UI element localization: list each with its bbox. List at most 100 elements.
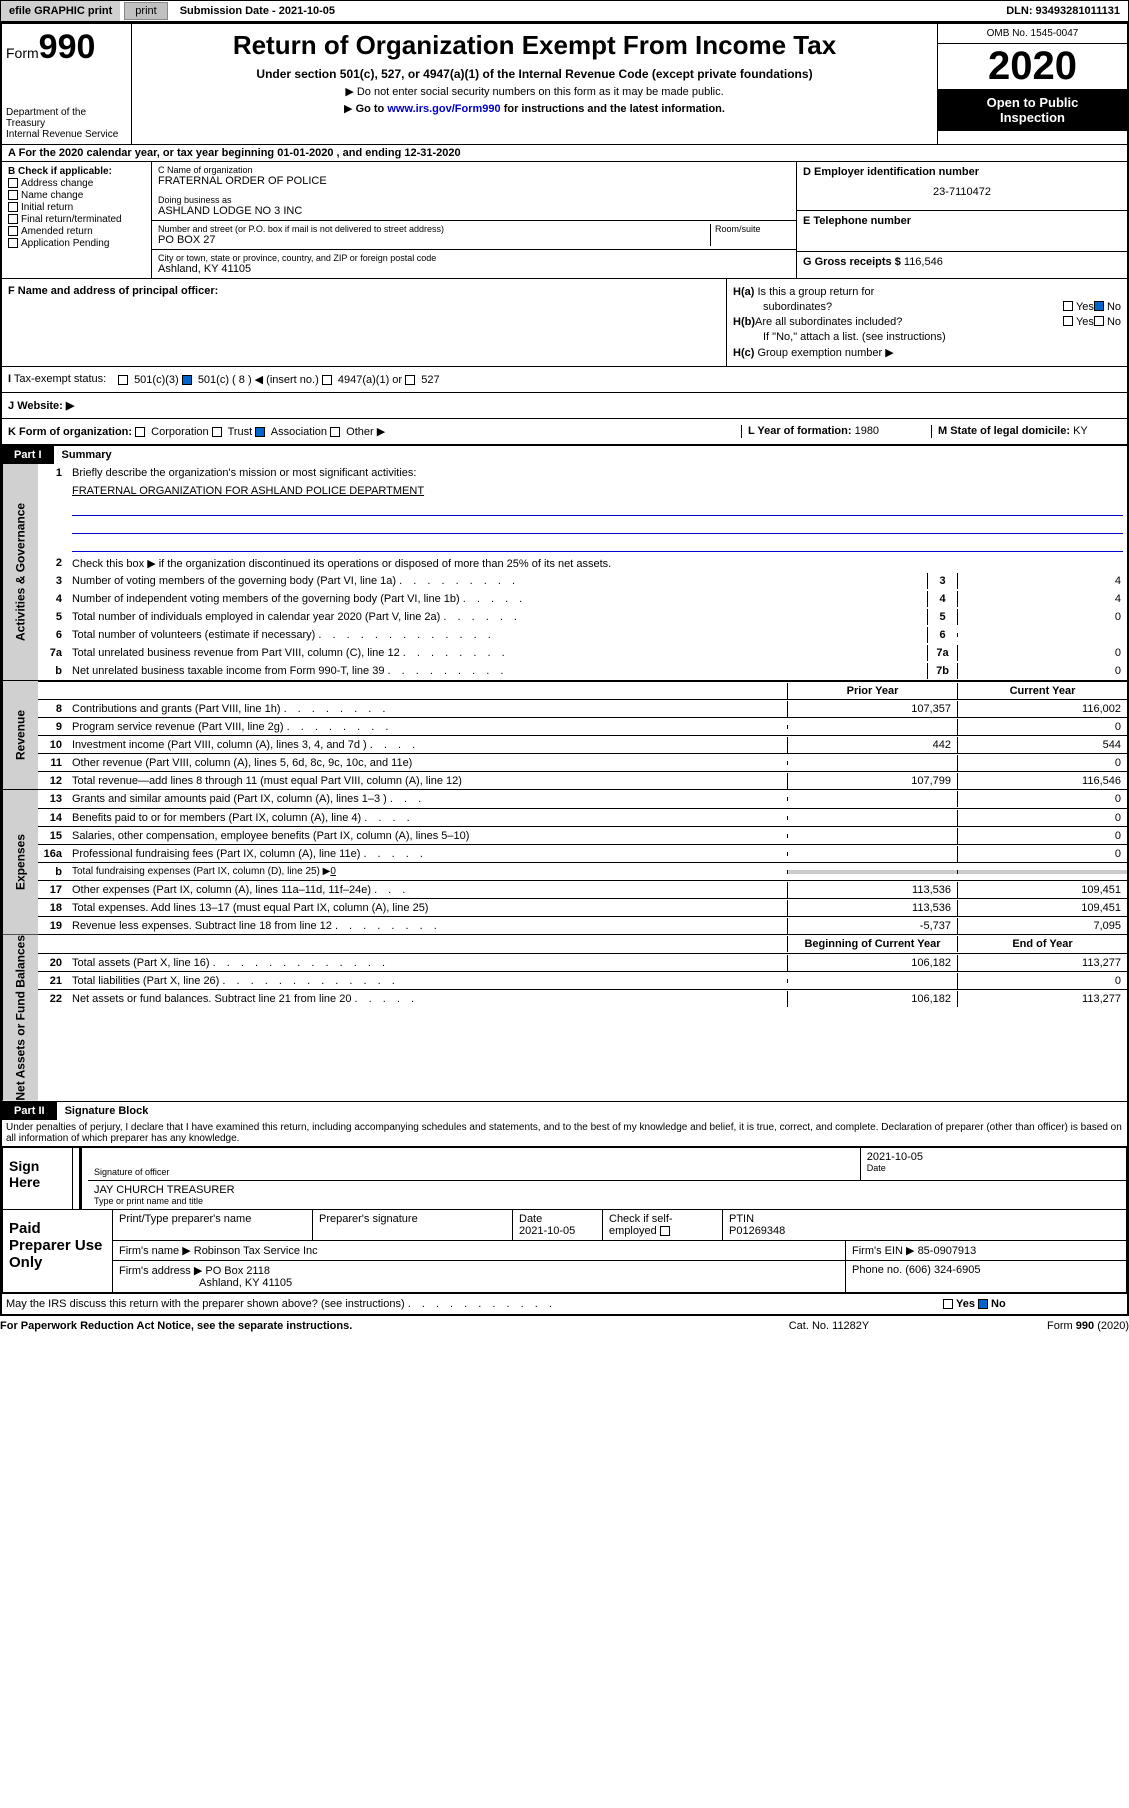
l5: Total number of individuals employed in … bbox=[68, 609, 927, 625]
m-state: M State of legal domicile: KY bbox=[931, 425, 1121, 438]
firm-phone: (606) 324-6905 bbox=[905, 1264, 980, 1276]
l16b: Total fundraising expenses (Part IX, col… bbox=[68, 864, 787, 879]
city-state-zip: Ashland, KY 41105 bbox=[158, 263, 790, 275]
prep-sig-lbl: Preparer's signature bbox=[319, 1213, 506, 1225]
vtab-governance: Activities & Governance bbox=[2, 464, 38, 680]
h-b2: If "No," attach a list. (see instruction… bbox=[733, 331, 1121, 343]
prep-name-lbl: Print/Type preparer's name bbox=[119, 1213, 306, 1225]
l16a: Professional fundraising fees (Part IX, … bbox=[68, 846, 787, 862]
l9: Program service revenue (Part VIII, line… bbox=[68, 719, 787, 735]
l10: Investment income (Part VIII, column (A)… bbox=[68, 737, 787, 753]
l6: Total number of volunteers (estimate if … bbox=[68, 627, 927, 643]
c-city-lbl: City or town, state or province, country… bbox=[158, 253, 790, 263]
b-title: B Check if applicable: bbox=[8, 166, 145, 177]
cy-hdr: Current Year bbox=[957, 683, 1127, 699]
dept-irs: Internal Revenue Service bbox=[6, 129, 127, 140]
py-hdr: Prior Year bbox=[787, 683, 957, 699]
submission-date: Submission Date - 2021-10-05 bbox=[172, 1, 343, 21]
l22: Net assets or fund balances. Subtract li… bbox=[68, 991, 787, 1007]
l15: Salaries, other compensation, employee b… bbox=[68, 828, 787, 844]
c-name-lbl: C Name of organization bbox=[158, 165, 790, 175]
l1: Briefly describe the organization's miss… bbox=[68, 465, 1127, 481]
sign-here-lbl: Sign Here bbox=[3, 1148, 73, 1209]
l21: Total liabilities (Part X, line 26) . . … bbox=[68, 973, 787, 989]
ptin-lbl: PTIN bbox=[729, 1213, 785, 1225]
ssn-note: ▶ Do not enter social security numbers o… bbox=[138, 85, 931, 98]
self-emp-lbl: Check if self-employed bbox=[609, 1213, 716, 1237]
l7a: Total unrelated business revenue from Pa… bbox=[68, 645, 927, 661]
chk-amended[interactable]: Amended return bbox=[8, 226, 145, 237]
perjury-decl: Under penalties of perjury, I declare th… bbox=[2, 1120, 1127, 1146]
l11: Other revenue (Part VIII, column (A), li… bbox=[68, 755, 787, 771]
form-footer: Form 990 (2020) bbox=[929, 1320, 1129, 1332]
l20: Total assets (Part X, line 16) . . . . .… bbox=[68, 955, 787, 971]
section-a: A For the 2020 calendar year, or tax yea… bbox=[2, 145, 1127, 161]
form-title: Return of Organization Exempt From Incom… bbox=[138, 30, 931, 61]
part1-hdr: Part I bbox=[2, 446, 54, 464]
firm-addr2: Ashland, KY 41105 bbox=[119, 1277, 292, 1289]
g-gross: G Gross receipts $ 116,546 bbox=[797, 252, 1127, 272]
h-a: H(a) Is this a group return for bbox=[733, 286, 1121, 298]
eoy-hdr: End of Year bbox=[957, 936, 1127, 952]
i-lbl: I Tax-exempt status: bbox=[8, 373, 118, 386]
open-public: Open to PublicInspection bbox=[938, 89, 1127, 131]
l14: Benefits paid to or for members (Part IX… bbox=[68, 810, 787, 826]
chk-final[interactable]: Final return/terminated bbox=[8, 214, 145, 225]
e-phone-lbl: E Telephone number bbox=[803, 215, 1121, 227]
vtab-revenue: Revenue bbox=[2, 681, 38, 789]
l17: Other expenses (Part IX, column (A), lin… bbox=[68, 882, 787, 898]
vtab-expenses: Expenses bbox=[2, 790, 38, 934]
street-address: PO BOX 27 bbox=[158, 234, 710, 246]
j-website: J Website: ▶ bbox=[2, 393, 1127, 419]
f-lbl: F Name and address of principal officer: bbox=[8, 285, 218, 297]
chk-name[interactable]: Name change bbox=[8, 190, 145, 201]
sig-date-lbl: Date bbox=[867, 1163, 1120, 1173]
bcy-hdr: Beginning of Current Year bbox=[787, 936, 957, 952]
form-subtitle: Under section 501(c), 527, or 4947(a)(1)… bbox=[138, 67, 931, 81]
discuss-yn: Yes No bbox=[943, 1298, 1123, 1310]
prep-date-lbl: Date bbox=[519, 1213, 596, 1225]
l18: Total expenses. Add lines 13–17 (must eq… bbox=[68, 900, 787, 916]
l8: Contributions and grants (Part VIII, lin… bbox=[68, 701, 787, 717]
l19: Revenue less expenses. Subtract line 18 … bbox=[68, 918, 787, 934]
i-opts: 501(c)(3) 501(c) ( 8 ) ◀ (insert no.) 49… bbox=[118, 373, 440, 386]
room-lbl: Room/suite bbox=[715, 224, 790, 234]
tax-year: 2020 bbox=[938, 44, 1127, 89]
l1v: FRATERNAL ORGANIZATION FOR ASHLAND POLIC… bbox=[68, 483, 1127, 499]
ein-value: 23-7110472 bbox=[803, 178, 1121, 206]
phone-value bbox=[803, 227, 1121, 247]
sig-date: 2021-10-05 bbox=[867, 1151, 1120, 1163]
omb-number: OMB No. 1545-0047 bbox=[938, 24, 1127, 44]
h-b: H(b) Are all subordinates included?Yes N… bbox=[733, 316, 1121, 328]
chk-pending[interactable]: Application Pending bbox=[8, 238, 145, 249]
part2-hdr: Part II bbox=[2, 1102, 57, 1120]
efile-label: efile GRAPHIC print bbox=[1, 1, 120, 21]
org-name: FRATERNAL ORDER OF POLICE bbox=[158, 175, 790, 187]
firm-addr1: PO Box 2118 bbox=[205, 1265, 270, 1277]
l13: Grants and similar amounts paid (Part IX… bbox=[68, 791, 787, 807]
instructions-link: ▶ Go to www.irs.gov/Form990 for instruct… bbox=[138, 102, 931, 115]
l-year: L Year of formation: 1980 bbox=[741, 425, 931, 438]
sig-officer-lbl: Signature of officer bbox=[94, 1167, 854, 1177]
l12: Total revenue—add lines 8 through 11 (mu… bbox=[68, 773, 787, 789]
print-button[interactable]: print bbox=[124, 2, 167, 20]
l4: Number of independent voting members of … bbox=[68, 591, 927, 607]
c-dba-lbl: Doing business as bbox=[158, 195, 790, 205]
chk-initial[interactable]: Initial return bbox=[8, 202, 145, 213]
form-number: Form990 bbox=[6, 28, 127, 67]
cat-no: Cat. No. 11282Y bbox=[729, 1320, 929, 1332]
paperwork-notice: For Paperwork Reduction Act Notice, see … bbox=[0, 1320, 729, 1332]
firm-ein: 85-0907913 bbox=[918, 1245, 977, 1257]
k-form-org: K Form of organization: Corporation Trus… bbox=[8, 425, 741, 438]
part2-title: Signature Block bbox=[57, 1102, 157, 1120]
h-c: H(c) Group exemption number ▶ bbox=[733, 346, 1121, 359]
dln: DLN: 93493281011131 bbox=[998, 1, 1128, 21]
discuss-text: May the IRS discuss this return with the… bbox=[6, 1298, 943, 1310]
irs-link[interactable]: www.irs.gov/Form990 bbox=[387, 103, 500, 115]
d-ein-lbl: D Employer identification number bbox=[803, 166, 1121, 178]
chk-address[interactable]: Address change bbox=[8, 178, 145, 189]
dba-name: ASHLAND LODGE NO 3 INC bbox=[158, 205, 790, 217]
vtab-net: Net Assets or Fund Balances bbox=[2, 935, 38, 1101]
officer-name: JAY CHURCH TREASURER bbox=[94, 1184, 1120, 1196]
l7b: Net unrelated business taxable income fr… bbox=[68, 663, 927, 679]
